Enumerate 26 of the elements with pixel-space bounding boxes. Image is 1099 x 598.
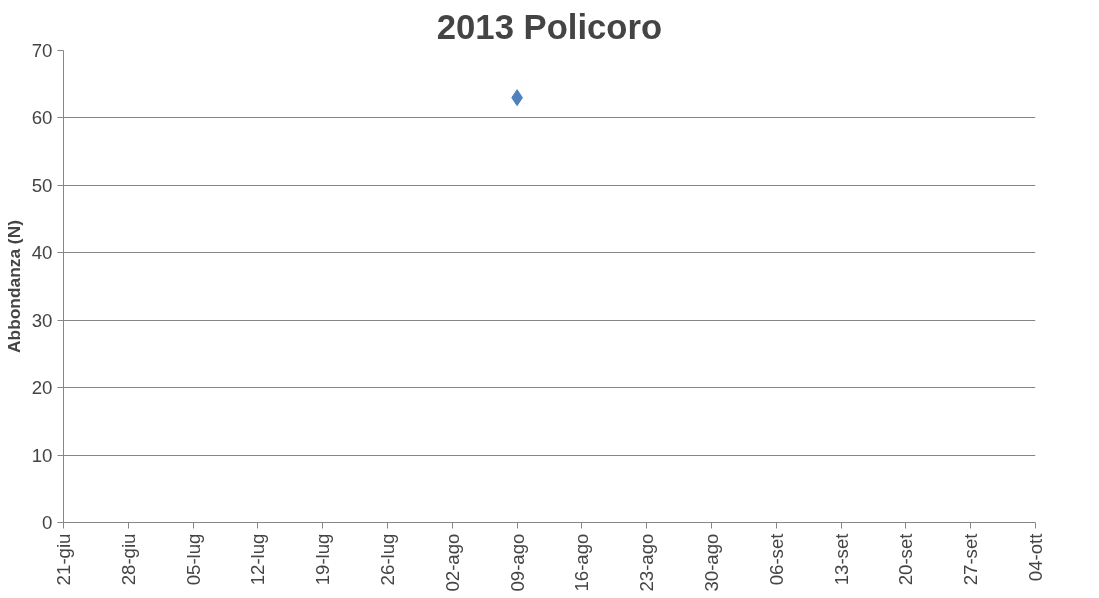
x-tick-label: 06-set [765, 532, 787, 586]
chart-title: 2013 Policoro [436, 7, 663, 46]
y-tick-label: 0 [42, 512, 53, 533]
x-tick-label: 12-lug [247, 533, 269, 586]
x-tick-label: 19-lug [312, 533, 334, 586]
y-tick-label: 60 [31, 107, 53, 129]
y-tick-label: 50 [31, 174, 53, 196]
x-tick-label: 26-lug [377, 533, 398, 586]
x-tick-label: 05-lug [182, 533, 204, 586]
x-tick-label: 27-set [960, 532, 982, 586]
x-tick-label: 13-set [830, 532, 852, 586]
y-axis-title: Abbondanza (N) [3, 220, 24, 353]
y-tick-label: 40 [31, 242, 53, 264]
x-tick-label: 23-ago [636, 533, 658, 592]
x-tick-label: 20-set [895, 532, 917, 586]
y-tick-label: 20 [31, 377, 53, 399]
y-tick-label: 30 [31, 309, 53, 331]
x-tick-label: 21-giu [53, 533, 74, 586]
x-tick-label: 30-ago [701, 533, 722, 592]
y-tick-label: 10 [31, 444, 53, 466]
y-tick-label: 70 [31, 40, 53, 61]
x-tick-label: 09-ago [506, 533, 528, 592]
x-tick-label: 02-ago [441, 533, 463, 592]
x-tick-label: 16-ago [571, 533, 593, 592]
x-tick-label: 04-ott [1025, 532, 1046, 582]
x-tick-label: 28-giu [117, 533, 139, 586]
